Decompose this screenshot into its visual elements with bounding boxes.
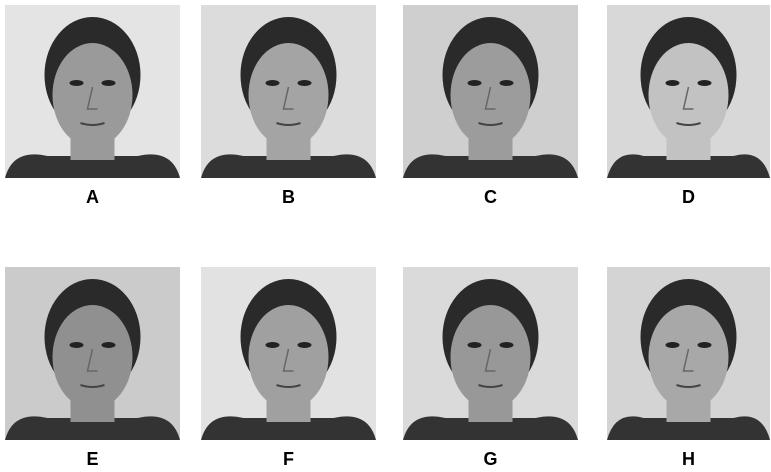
face-photo bbox=[403, 5, 578, 178]
mouth bbox=[276, 122, 301, 126]
mouth bbox=[80, 122, 105, 126]
nose bbox=[86, 86, 98, 110]
mouth bbox=[676, 122, 701, 126]
face bbox=[52, 43, 133, 147]
panel-label: A bbox=[86, 187, 99, 207]
shoulders bbox=[403, 416, 578, 440]
eye bbox=[297, 342, 312, 348]
mouth bbox=[276, 384, 301, 388]
face bbox=[248, 305, 329, 409]
nose bbox=[282, 348, 294, 372]
face-photo bbox=[5, 267, 180, 440]
face-photo bbox=[201, 267, 376, 440]
nose bbox=[682, 86, 694, 110]
face-photo bbox=[5, 5, 180, 178]
eye bbox=[69, 80, 84, 86]
nose bbox=[86, 348, 98, 372]
eye bbox=[467, 80, 482, 86]
shoulders bbox=[5, 416, 180, 440]
eye bbox=[101, 80, 116, 86]
eye bbox=[467, 342, 482, 348]
face-photo bbox=[201, 5, 376, 178]
shoulders bbox=[201, 416, 376, 440]
face-photo bbox=[607, 267, 770, 440]
panel-label: E bbox=[86, 449, 98, 469]
eye bbox=[499, 342, 514, 348]
panel-label: D bbox=[682, 187, 695, 207]
eye bbox=[101, 342, 116, 348]
shoulders bbox=[5, 154, 180, 178]
shoulders bbox=[607, 416, 770, 440]
face bbox=[648, 305, 729, 409]
panel-label: C bbox=[484, 187, 497, 207]
mouth bbox=[676, 384, 701, 388]
face bbox=[450, 43, 531, 147]
eye bbox=[697, 342, 712, 348]
shoulders bbox=[403, 154, 578, 178]
face bbox=[248, 43, 329, 147]
shoulders bbox=[607, 154, 770, 178]
shoulders bbox=[201, 154, 376, 178]
panel-label: G bbox=[483, 449, 497, 469]
face bbox=[450, 305, 531, 409]
eye bbox=[69, 342, 84, 348]
panel-label: H bbox=[682, 449, 695, 469]
face bbox=[648, 43, 729, 147]
nose bbox=[484, 86, 496, 110]
eye bbox=[265, 342, 280, 348]
panel-label: F bbox=[283, 449, 294, 469]
eye bbox=[499, 80, 514, 86]
mouth bbox=[478, 384, 503, 388]
eye bbox=[297, 80, 312, 86]
face-photo bbox=[607, 5, 770, 178]
nose bbox=[484, 348, 496, 372]
nose bbox=[682, 348, 694, 372]
eye bbox=[665, 80, 680, 86]
mouth bbox=[478, 122, 503, 126]
panel-label: B bbox=[282, 187, 295, 207]
eye bbox=[265, 80, 280, 86]
face-photo bbox=[403, 267, 578, 440]
eye bbox=[665, 342, 680, 348]
face bbox=[52, 305, 133, 409]
eye bbox=[697, 80, 712, 86]
nose bbox=[282, 86, 294, 110]
mouth bbox=[80, 384, 105, 388]
